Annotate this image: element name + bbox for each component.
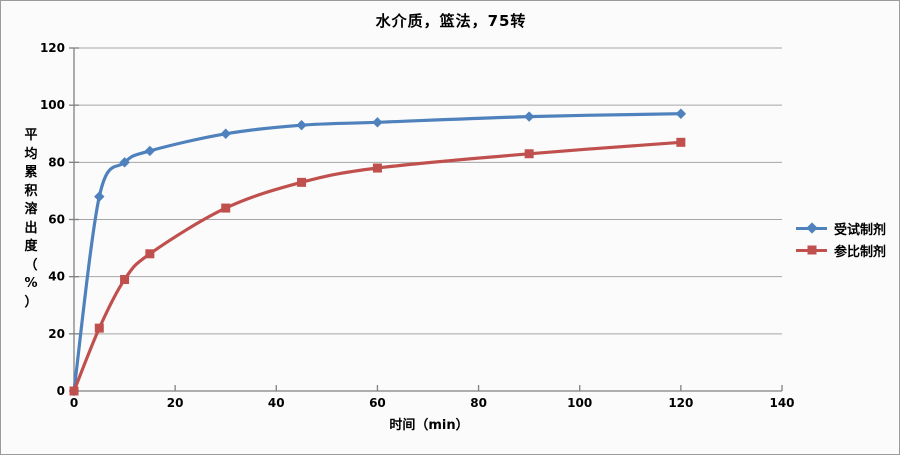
y-axis-label-char: 平: [24, 128, 38, 143]
data-point-square: [372, 163, 382, 173]
y-tick-label: 60: [48, 213, 65, 227]
y-tick-label: 80: [48, 155, 65, 169]
x-tick-label: 120: [668, 396, 693, 410]
series-line-1: [72, 140, 683, 393]
data-point-diamond: [119, 157, 130, 168]
y-axis-label-char: 度: [24, 239, 38, 254]
chart-title: 水介质，篮法，75转: [375, 12, 527, 30]
x-tick-label: 0: [70, 396, 78, 410]
y-axis-label-char: 出: [24, 220, 38, 236]
y-axis-label-char: 积: [24, 183, 38, 199]
data-point-square: [221, 203, 231, 213]
y-axis-label-char: （: [24, 257, 38, 273]
legend-marker-line: [796, 222, 827, 234]
data-point-square: [120, 275, 130, 285]
series-line-0: [72, 112, 683, 393]
legend-item-0: 受试制剂: [796, 217, 886, 239]
x-tick-label: 20: [167, 396, 184, 410]
data-point-diamond: [296, 119, 307, 131]
y-tick-label: 20: [48, 327, 65, 341]
data-point-square: [94, 323, 104, 333]
data-point-square: [676, 137, 686, 147]
legend-item-1: 参比制剂: [796, 239, 886, 261]
y-axis-label-char: %: [24, 276, 38, 291]
y-axis-label-char: 累: [24, 165, 38, 180]
data-point-square: [297, 177, 307, 187]
x-tick-label: 100: [567, 396, 592, 410]
data-point-square: [524, 149, 534, 159]
legend-square-icon: [807, 245, 816, 255]
x-axis-label: 时间（min）: [389, 418, 469, 433]
data-point-square: [69, 386, 79, 396]
y-axis-label-char: 均: [24, 146, 38, 162]
y-axis-label: 平均累积溶出度 （% ）: [17, 127, 45, 312]
x-tick-label: 80: [470, 396, 487, 410]
data-point-diamond: [220, 128, 231, 139]
data-point-diamond: [372, 117, 383, 128]
data-point-diamond: [94, 191, 105, 202]
x-tick-label: 60: [369, 396, 386, 410]
y-tick-label: 0: [57, 384, 65, 398]
data-point-diamond: [523, 111, 535, 122]
y-tick-label: 100: [40, 98, 65, 112]
y-tick-label: 120: [40, 41, 65, 55]
legend-label: 参比制剂: [834, 244, 887, 260]
legend-marker-line: [796, 245, 827, 255]
data-point-diamond: [144, 145, 156, 157]
x-tick-label: 40: [268, 396, 285, 410]
data-point-diamond: [675, 108, 687, 119]
data-point-square: [145, 249, 155, 259]
legend-label: 受试制剂: [834, 222, 887, 238]
x-tick-label: 140: [769, 396, 794, 410]
legend-diamond-icon: [805, 222, 818, 234]
legend: 受试制剂 参比制剂: [796, 217, 886, 261]
y-tick-label: 40: [48, 270, 65, 284]
y-axis-label-char: 溶: [24, 202, 38, 217]
y-axis-label-char: ）: [24, 294, 38, 310]
